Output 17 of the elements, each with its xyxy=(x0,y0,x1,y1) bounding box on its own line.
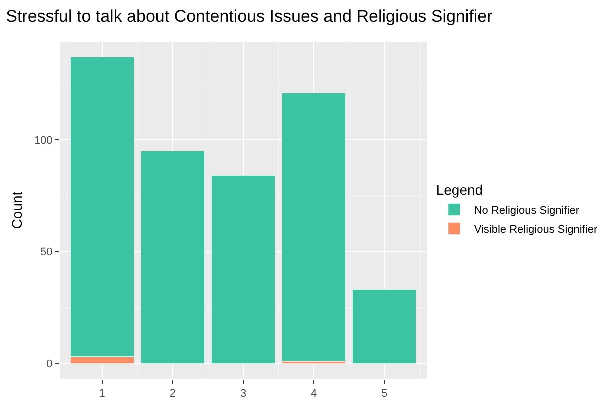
x-tick-label: 5 xyxy=(382,388,388,400)
y-tick-label: 100 xyxy=(34,134,53,147)
x-tick-label: 4 xyxy=(311,388,318,400)
x-tick-label: 2 xyxy=(170,388,176,400)
y-tick-label: 0 xyxy=(46,358,53,371)
y-axis-title: Count xyxy=(9,192,25,230)
legend-title: Legend xyxy=(436,182,484,198)
x-tick-label: 1 xyxy=(99,388,106,400)
bar xyxy=(140,150,205,364)
chart-title: Stressful to talk about Contentious Issues and Religious Signifier xyxy=(6,7,494,26)
bar xyxy=(282,92,346,362)
legend-label: Visible Religious Signifier xyxy=(474,224,598,236)
x-tick-label: 3 xyxy=(240,388,247,400)
y-tick-label: 50 xyxy=(40,246,53,259)
legend-label: No Religious Signifier xyxy=(474,204,580,217)
bar xyxy=(211,176,276,364)
bar xyxy=(352,290,417,364)
